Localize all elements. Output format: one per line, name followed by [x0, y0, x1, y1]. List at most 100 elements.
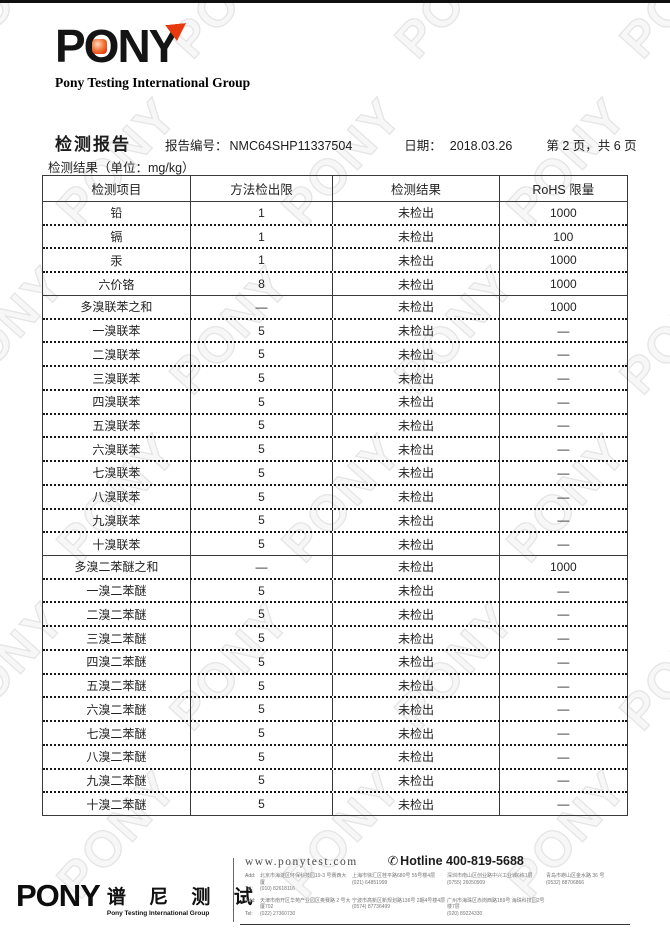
result-cell: 未检出 — [333, 745, 500, 768]
table-row: 十溴联苯 5 未检出 — — [43, 531, 627, 556]
detection-limit-cell: 5 — [191, 793, 334, 816]
result-cell: 未检出 — [333, 295, 500, 318]
result-cell: 未检出 — [333, 722, 500, 744]
add-label: Add: — [245, 873, 256, 879]
rohs-limit-cell: — — [557, 394, 570, 409]
hotline: ✆ Hotline 400-819-5688 — [388, 853, 524, 868]
top-rule — [0, 0, 670, 3]
table-row: 汞 1 未检出 1000 — [43, 247, 627, 272]
tel-text: (0574) 87736499 — [352, 904, 391, 910]
detection-limit-cell: 5 — [191, 603, 334, 626]
detection-limit-cell: 5 — [191, 579, 334, 602]
result-unit-line: 检测结果（单位：mg/kg） — [48, 161, 195, 175]
item-name-cell: 镉 — [43, 225, 191, 248]
detection-limit-cell: 1 — [191, 249, 334, 272]
item-name-cell: 铅 — [43, 202, 191, 224]
table-row: 多溴二苯醚之和 — 未检出 1000 — [43, 555, 627, 578]
table-row: 六价铬 8 未检出 1000 — [43, 271, 627, 295]
page-title: 检测报告 — [55, 135, 131, 154]
address-text: 天津市南开区华苑产业园区奥赛路 2 号大厦702 — [260, 897, 351, 911]
result-cell: 未检出 — [333, 533, 500, 556]
table-row: 五溴联苯 5 未检出 — — [43, 412, 627, 437]
table-row: 八溴联苯 5 未检出 — — [43, 483, 627, 508]
detection-limit-cell: 8 — [191, 273, 334, 295]
pony-logo: PONY Pony Testing International Group — [55, 22, 250, 91]
rohs-limit-cell: — — [557, 631, 570, 646]
tel-text: (010) 82618116 — [260, 886, 295, 892]
detection-limit-cell: — — [191, 295, 334, 318]
detection-limit-cell: 5 — [191, 627, 334, 649]
table-row: 五溴二苯醚 5 未检出 — — [43, 672, 627, 697]
item-name-cell: 一溴二苯醚 — [43, 579, 191, 602]
footer-logo-chinese: 谱 尼 测 试 — [106, 887, 262, 908]
rohs-limit-cell: — — [557, 773, 570, 788]
footer-address-item: 上海市徐汇区桂平路680号 55号楼4层 (021) 64851999 — [352, 873, 446, 893]
address-text: 广州市海珠区赤岗西路189号 海珠科技园2号楼7层 — [447, 897, 545, 911]
item-name-cell: 九溴二苯醚 — [43, 769, 191, 792]
rohs-limit-cell: — — [557, 513, 570, 528]
result-cell: 未检出 — [333, 627, 500, 649]
tel-text: (0532) 88706866 — [546, 879, 585, 886]
item-name-cell: 七溴二苯醚 — [43, 722, 191, 744]
result-cell: 未检出 — [333, 249, 500, 272]
tel-label: Tel: — [245, 910, 253, 917]
detection-limit-cell: 1 — [191, 225, 334, 248]
page-info: 第 2 页，共 6 页 — [546, 139, 637, 153]
footer-address-item: Add: 天津市南开区华苑产业园区奥赛路 2 号大厦702 Tel: (022)… — [245, 898, 351, 918]
result-cell: 未检出 — [333, 769, 500, 792]
item-name-cell: 二溴联苯 — [43, 343, 191, 366]
result-cell: 未检出 — [333, 698, 500, 721]
result-cell: 未检出 — [333, 225, 500, 248]
item-name-cell: 七溴联苯 — [43, 462, 191, 484]
rohs-limit-cell: — — [557, 702, 570, 717]
rohs-limit-cell: 1000 — [549, 253, 577, 268]
table-row: 二溴联苯 5 未检出 — — [43, 341, 627, 366]
table-row: 一溴二苯醚 5 未检出 — — [43, 577, 627, 602]
pony-logo-word: PONY — [55, 22, 177, 70]
detection-limit-cell: 5 — [191, 722, 334, 744]
detection-limit-cell: 5 — [191, 438, 334, 461]
logo-o-square-icon — [92, 39, 107, 54]
watermark-text: PONY — [383, 0, 526, 69]
detection-limit-cell: 5 — [191, 485, 334, 508]
table-row: 镉 1 未检出 100 — [43, 223, 627, 248]
website-link: www.ponytest.com — [245, 856, 358, 868]
footer-address-item: Add: 北京市海淀区环保科技园19-3 号赛西大厦 Tel: (010) 82… — [245, 873, 351, 893]
tel-text: (0755) 26050909 — [447, 879, 486, 886]
result-cell: 未检出 — [333, 556, 500, 578]
result-cell: 未检出 — [333, 485, 500, 508]
item-name-cell: 二溴二苯醚 — [43, 603, 191, 626]
result-cell: 未检出 — [333, 390, 500, 413]
address-text: 深圳市南山区创业路中兴工业城6栋1层 — [447, 873, 533, 879]
footer-contact-block: www.ponytest.com ✆ Hotline 400-819-5688 A… — [245, 853, 631, 917]
rohs-limit-cell: 1000 — [549, 299, 577, 314]
table-row: 八溴二苯醚 5 未检出 — — [43, 743, 627, 768]
footer-logo-o-square-icon — [42, 892, 51, 901]
table-header-row: 检测项目 方法检出限 检测结果 RoHS 限量 — [43, 176, 627, 202]
rohs-limit-cell: 1000 — [549, 277, 577, 292]
rohs-limit-cell: — — [557, 465, 570, 480]
rohs-limit-cell: 1000 — [549, 205, 577, 220]
item-name-cell: 六价铬 — [43, 273, 191, 295]
item-name-cell: 汞 — [43, 249, 191, 272]
detection-limit-cell: 5 — [191, 509, 334, 532]
result-cell: 未检出 — [333, 343, 500, 366]
item-name-cell: 五溴二苯醚 — [43, 674, 191, 697]
tel-label: Tel: — [245, 886, 253, 892]
detection-limit-cell: 1 — [191, 202, 334, 224]
table-row: 九溴二苯醚 5 未检出 — — [43, 767, 627, 792]
footer-address-row: Add: 北京市海淀区环保科技园19-3 号赛西大厦 Tel: (010) 82… — [245, 873, 631, 893]
detection-limit-cell: 5 — [191, 414, 334, 437]
table-row: 三溴联苯 5 未检出 — — [43, 365, 627, 389]
address-text: 北京市海淀区环保科技园19-3 号赛西大厦 — [260, 873, 347, 886]
result-cell: 未检出 — [333, 367, 500, 389]
item-name-cell: 六溴联苯 — [43, 438, 191, 461]
tel-text: (021) 64851999 — [352, 879, 388, 886]
address-text: 上海市徐汇区桂平路680号 55号楼4层 — [352, 873, 436, 879]
item-name-cell: 三溴联苯 — [43, 367, 191, 389]
results-table: 检测项目 方法检出限 检测结果 RoHS 限量 铅 1 未检出 1000 镉 1 未检… — [42, 175, 628, 816]
logo-subtitle: Pony Testing International Group — [55, 75, 251, 90]
column-header: 检测项目 — [43, 176, 191, 201]
rohs-limit-cell: — — [557, 678, 570, 693]
rohs-limit-cell: — — [557, 347, 570, 362]
